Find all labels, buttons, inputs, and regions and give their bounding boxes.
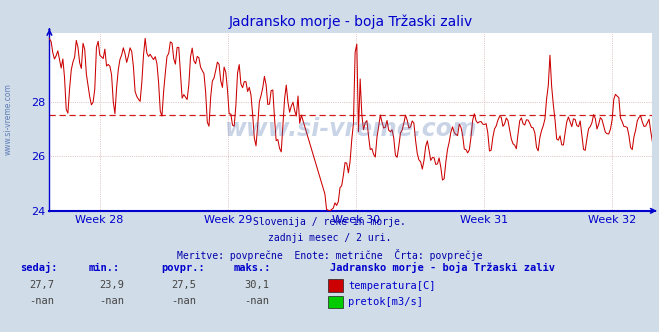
Text: www.si-vreme.com: www.si-vreme.com bbox=[225, 117, 477, 141]
Text: Slovenija / reke in morje.: Slovenija / reke in morje. bbox=[253, 217, 406, 227]
Text: Meritve: povprečne  Enote: metrične  Črta: povprečje: Meritve: povprečne Enote: metrične Črta:… bbox=[177, 249, 482, 261]
Text: povpr.:: povpr.: bbox=[161, 263, 205, 273]
Text: pretok[m3/s]: pretok[m3/s] bbox=[348, 297, 423, 307]
Text: 27,5: 27,5 bbox=[171, 280, 196, 290]
Text: min.:: min.: bbox=[89, 263, 120, 273]
Text: -nan: -nan bbox=[171, 296, 196, 306]
Text: sedaj:: sedaj: bbox=[20, 262, 57, 273]
Text: -nan: -nan bbox=[99, 296, 124, 306]
Text: temperatura[C]: temperatura[C] bbox=[348, 281, 436, 290]
Text: -nan: -nan bbox=[30, 296, 55, 306]
Text: Jadransko morje - boja Tržaski zaliv: Jadransko morje - boja Tržaski zaliv bbox=[330, 262, 554, 273]
Text: 23,9: 23,9 bbox=[99, 280, 124, 290]
Text: 30,1: 30,1 bbox=[244, 280, 269, 290]
Text: zadnji mesec / 2 uri.: zadnji mesec / 2 uri. bbox=[268, 233, 391, 243]
Text: 27,7: 27,7 bbox=[30, 280, 55, 290]
Text: -nan: -nan bbox=[244, 296, 269, 306]
Text: www.si-vreme.com: www.si-vreme.com bbox=[3, 84, 13, 155]
Text: maks.:: maks.: bbox=[234, 263, 272, 273]
Title: Jadransko morje - boja Tržaski zaliv: Jadransko morje - boja Tržaski zaliv bbox=[229, 15, 473, 29]
